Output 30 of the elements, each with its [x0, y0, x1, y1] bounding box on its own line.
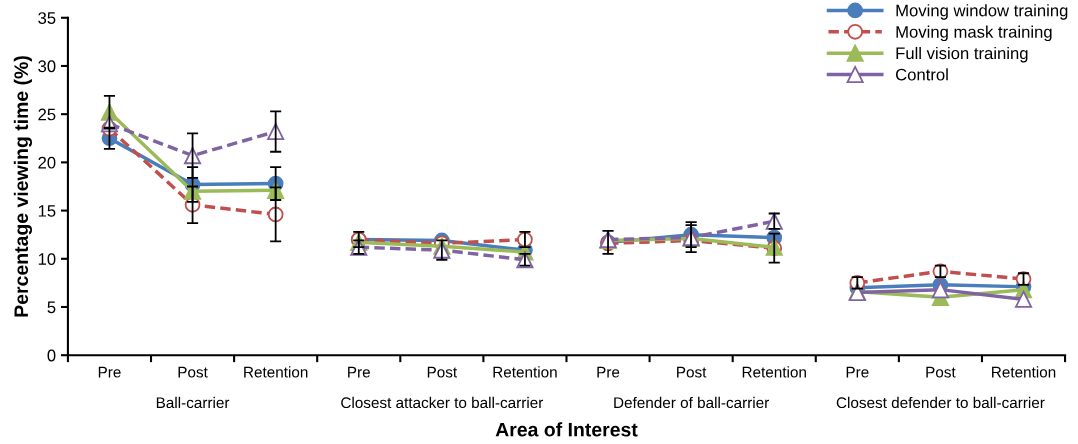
- legend-label: Full vision training: [896, 46, 1028, 63]
- y-tick-label: 0: [47, 349, 56, 362]
- legend-label: Moving mask training: [896, 25, 1052, 42]
- text: Defender of ball-carrier: [614, 396, 769, 409]
- x-tick-label: Pre: [98, 366, 121, 378]
- text: Closest defender to ball-carrier: [836, 396, 1045, 409]
- y-tick-label: 15: [38, 205, 56, 217]
- y-tick-label: 30: [38, 60, 56, 73]
- x-tick-label: Retention: [992, 366, 1056, 378]
- y-tick-label: 5: [47, 301, 56, 314]
- x-tick-label: Retention: [493, 366, 557, 378]
- x-tick-label: Post: [427, 366, 458, 378]
- x-tick-label: Pre: [348, 366, 370, 378]
- y-tick-label: 20: [38, 156, 56, 169]
- x-tick-label: Pre: [846, 366, 869, 378]
- y-tick-label: 35: [38, 12, 56, 24]
- x-tick-label: Pre: [597, 366, 620, 378]
- x-tick-label: Post: [926, 366, 956, 378]
- x-tick-label: Retention: [742, 366, 806, 378]
- legend-label: Moving window training: [896, 4, 1068, 20]
- y-axis-title: Percentage viewing time (%): [13, 56, 33, 317]
- x-tick-label: Retention: [244, 366, 308, 378]
- legend-label: Control: [895, 68, 948, 81]
- y-tick-label: 25: [38, 108, 56, 121]
- x-tick-label: Post: [178, 366, 208, 378]
- x-tick-label: Post: [677, 366, 707, 378]
- y-tick-label: 10: [38, 253, 56, 265]
- text: Closest attacker to ball-carrier: [341, 396, 544, 409]
- x-axis-title: Area of Interest: [495, 422, 638, 437]
- text: Ball-carrier: [156, 396, 230, 409]
